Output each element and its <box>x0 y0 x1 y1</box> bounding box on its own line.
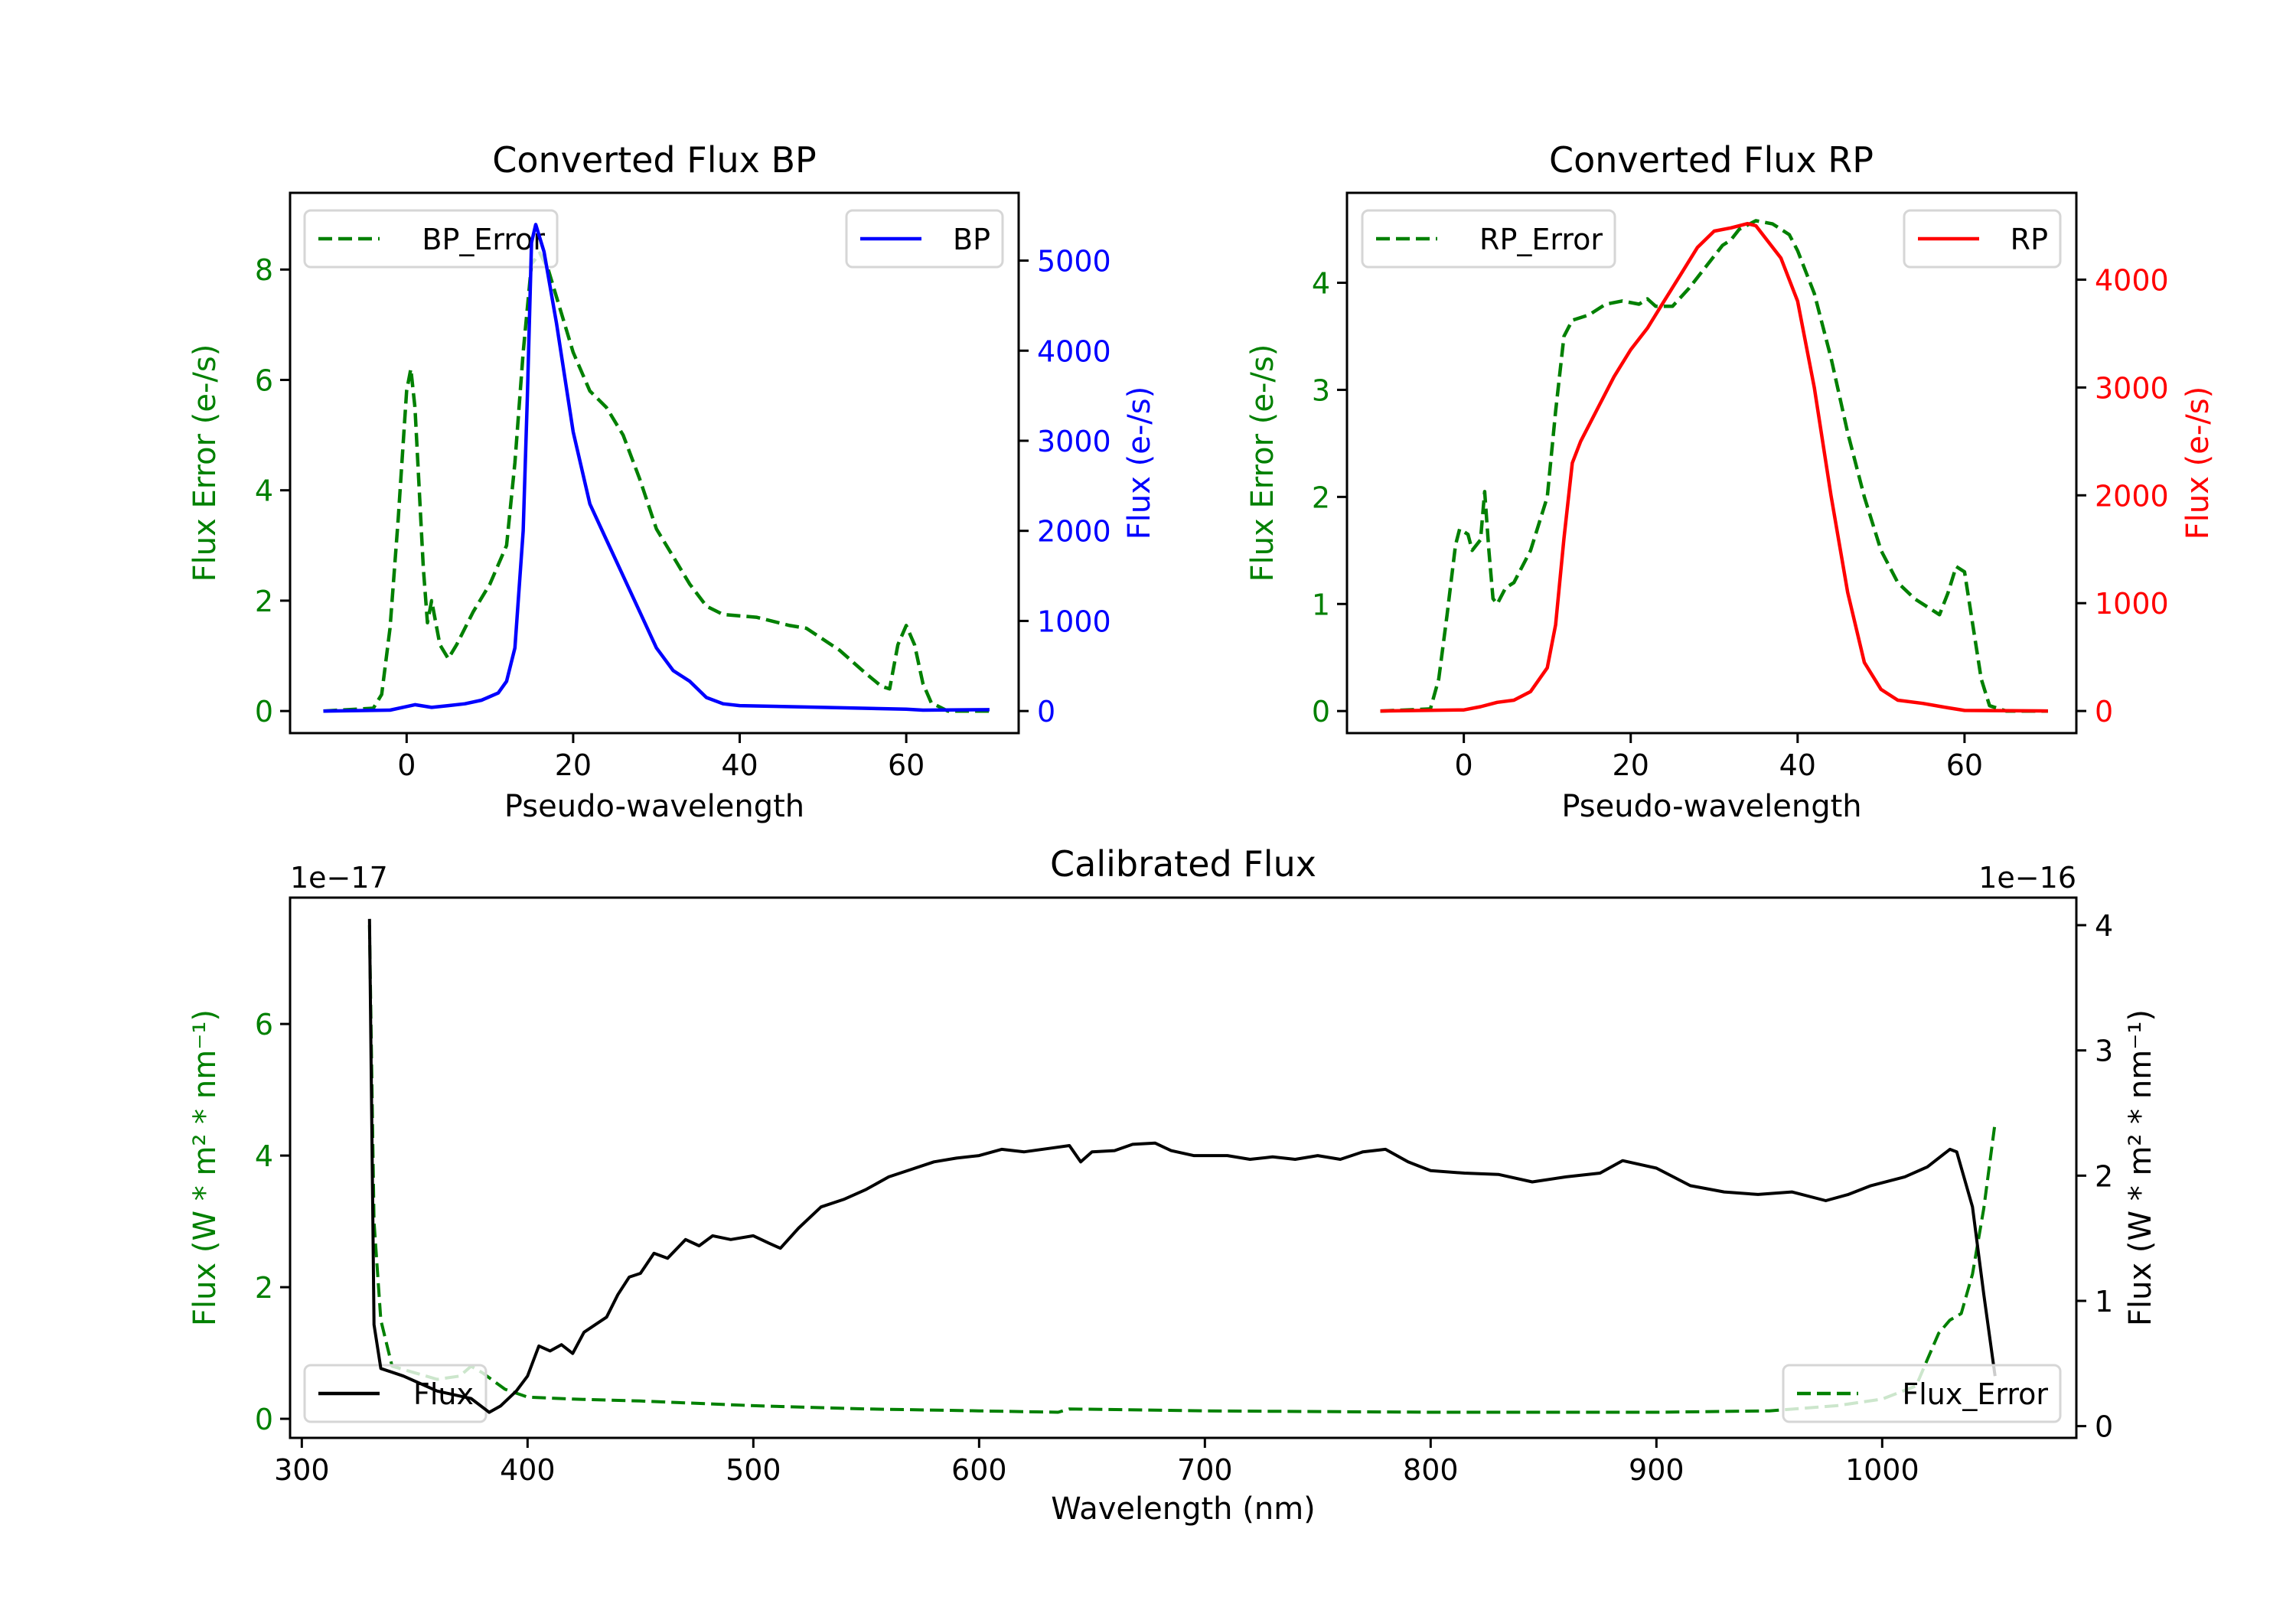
legend-left-label: RP_Error <box>1479 223 1603 256</box>
x-axis-label: Pseudo-wavelength <box>504 789 804 824</box>
legend-left-label: BP_Error <box>422 223 545 256</box>
x-tick-label: 20 <box>555 748 592 782</box>
legend-left-box <box>1361 209 1616 269</box>
y-tick-label-right: 3 <box>2095 1035 2113 1068</box>
legend-right-box <box>1903 209 2062 269</box>
x-tick-label: 60 <box>1946 748 1983 782</box>
y-tick-label-right: 3000 <box>2095 371 2169 405</box>
legend-left: BP_Error <box>303 209 559 269</box>
legend-left-label: Flux <box>413 1377 474 1411</box>
y-tick-label-right: 4 <box>2095 909 2113 943</box>
legend-right: Flux_Error <box>1782 1364 2062 1423</box>
rp-chart: Converted Flux RP RP_Error RP0 20 40 6001234… <box>1245 139 2216 824</box>
x-axis-label: Wavelength (nm) <box>1051 1491 1316 1527</box>
y-tick-label-left: 4 <box>1312 267 1330 301</box>
offset-text-left: 1e−17 <box>290 861 388 895</box>
y-tick-label-left: 2 <box>1312 481 1330 514</box>
y-axis-label-left: Flux Error (e-/s) <box>1245 344 1280 582</box>
y-tick-label-right: 4000 <box>2095 263 2169 297</box>
axes-frame <box>289 191 1020 735</box>
y-tick-label-right: 5000 <box>1037 245 1111 279</box>
legend-left-box <box>303 1364 488 1423</box>
series-rp-error <box>1380 219 2048 713</box>
y-tick-label-left: 3 <box>1312 373 1330 407</box>
y-tick-label-right: 0 <box>2095 1410 2113 1444</box>
legend-right: BP <box>845 209 1004 269</box>
y-axis-label-left: Flux (W * m² * nm⁻¹) <box>188 1009 223 1326</box>
legend-left: Flux <box>303 1364 488 1423</box>
legend-left: RP_Error <box>1361 209 1616 269</box>
calibrated-chart: Calibrated Flux 1e−17 1e−16 Flux Flux_Err… <box>188 843 2158 1527</box>
y-tick-label-left: 0 <box>255 1403 273 1436</box>
y-tick-label-left: 2 <box>255 1271 273 1305</box>
calibrated-title: Calibrated Flux <box>1050 843 1316 885</box>
x-tick-label: 1000 <box>1845 1453 1919 1487</box>
y-tick-label-right: 3000 <box>1037 425 1111 458</box>
x-tick-label: 900 <box>1629 1453 1684 1487</box>
series-flux-error <box>367 925 1997 1414</box>
y-tick-label-left: 2 <box>255 585 273 618</box>
x-tick-label: 500 <box>726 1453 781 1487</box>
legend-left-box <box>303 209 559 269</box>
y-tick-label-right: 2 <box>2095 1159 2113 1193</box>
series-bp <box>323 223 990 713</box>
x-tick-label: 300 <box>274 1453 330 1487</box>
legend-right-box <box>1782 1364 2062 1423</box>
series-bp-error <box>323 251 990 713</box>
x-axis-label: Pseudo-wavelength <box>1561 789 1861 824</box>
x-tick-label: 40 <box>721 748 758 782</box>
x-tick-label: 40 <box>1779 748 1816 782</box>
y-tick-label-left: 4 <box>255 1139 273 1173</box>
rp-title: Converted Flux RP <box>1549 139 1874 181</box>
y-tick-label-right: 0 <box>2095 695 2113 729</box>
legend-right-box <box>845 209 1004 269</box>
bp-title: Converted Flux BP <box>492 139 817 181</box>
x-tick-label: 600 <box>951 1453 1007 1487</box>
y-tick-label-right: 4000 <box>1037 334 1111 368</box>
y-tick-label-right: 2000 <box>2095 479 2169 513</box>
offset-text-right: 1e−16 <box>1978 861 2076 895</box>
axes-frame <box>1345 191 2078 735</box>
y-tick-label-right: 1000 <box>2095 587 2169 621</box>
y-axis-label-right: Flux (e-/s) <box>1122 386 1157 539</box>
y-tick-label-right: 2000 <box>1037 515 1111 549</box>
legend-right-label: Flux_Error <box>1902 1377 2048 1411</box>
y-tick-label-right: 1000 <box>1037 605 1111 638</box>
y-axis-label-left: Flux Error (e-/s) <box>188 344 223 582</box>
x-tick-label: 20 <box>1613 748 1649 782</box>
legend-right-label: RP <box>2011 223 2048 256</box>
y-tick-label-right: 1 <box>2095 1285 2113 1319</box>
bp-chart: Converted Flux BP BP_Error BP 0 20 40 60 0 2 4 6 8… <box>188 139 1157 824</box>
y-tick-label-left: 4 <box>255 474 273 508</box>
y-tick-label-left: 0 <box>255 695 273 729</box>
y-tick-label-left: 1 <box>1312 588 1330 621</box>
x-tick-label: 0 <box>1455 748 1473 782</box>
x-tick-label: 60 <box>888 748 925 782</box>
x-tick-label: 800 <box>1403 1453 1459 1487</box>
y-tick-label-left: 6 <box>255 363 273 397</box>
y-tick-label-left: 6 <box>255 1008 273 1041</box>
x-tick-label: 700 <box>1177 1453 1233 1487</box>
series-flux <box>367 918 1997 1414</box>
y-tick-label-left: 0 <box>1312 695 1330 729</box>
y-tick-label-left: 8 <box>255 253 273 287</box>
y-axis-label-right: Flux (W * m² * nm⁻¹) <box>2123 1009 2158 1326</box>
x-tick-label: 0 <box>397 748 416 782</box>
series-rp <box>1380 221 2048 713</box>
x-tick-label: 400 <box>500 1453 556 1487</box>
y-tick-label-right: 0 <box>1037 695 1055 729</box>
y-axis-label-right: Flux (e-/s) <box>2180 386 2216 539</box>
legend-right: RP <box>1903 209 2062 269</box>
axes-frame <box>289 896 2078 1439</box>
legend-right-label: BP <box>953 223 990 256</box>
